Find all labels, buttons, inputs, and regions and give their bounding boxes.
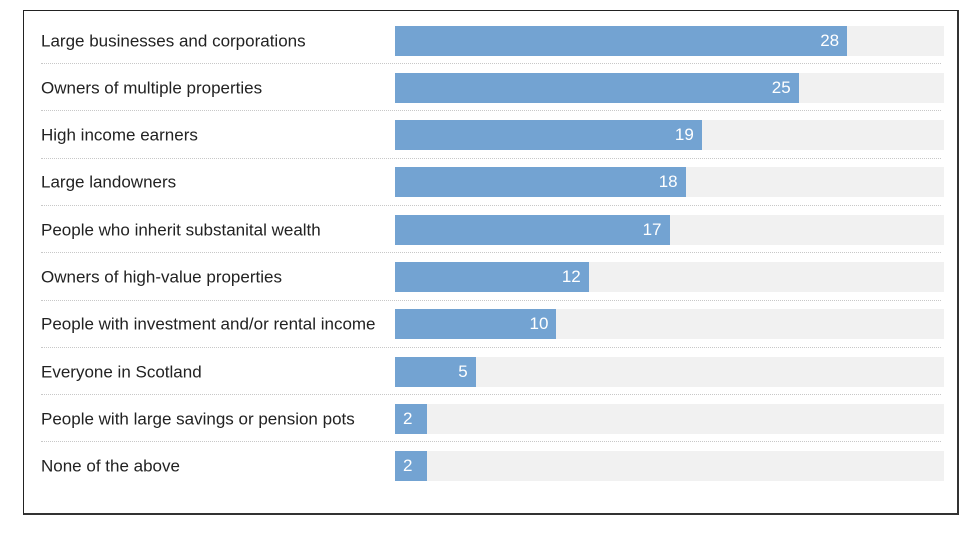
row-divider bbox=[41, 252, 941, 254]
bar: 2 bbox=[395, 403, 428, 434]
bar: 28 bbox=[395, 25, 848, 56]
bar-track: 25 bbox=[395, 72, 944, 103]
category-label: Owners of high-value properties bbox=[41, 267, 282, 287]
bar-track: 5 bbox=[395, 356, 944, 387]
bar-track: 17 bbox=[395, 214, 944, 245]
bar-row: Owners of multiple properties 25 bbox=[24, 64, 957, 112]
bar-row: Large businesses and corporations 28 bbox=[24, 17, 957, 64]
bar-row: Owners of high-value properties 12 bbox=[24, 254, 957, 301]
row-divider bbox=[41, 441, 941, 443]
category-label: High income earners bbox=[41, 125, 198, 145]
row-divider bbox=[41, 110, 941, 112]
value-label: 17 bbox=[642, 219, 662, 239]
value-label: 5 bbox=[458, 361, 468, 381]
row-divider bbox=[41, 157, 941, 159]
bar: 5 bbox=[395, 356, 476, 387]
row-divider bbox=[41, 63, 941, 64]
bar: 19 bbox=[395, 120, 702, 151]
category-label: People with investment and/or rental inc… bbox=[41, 314, 376, 334]
bar-track: 28 bbox=[395, 25, 944, 56]
category-label: People with large savings or pension pot… bbox=[41, 409, 355, 429]
bar: 25 bbox=[395, 72, 799, 103]
category-label: Large businesses and corporations bbox=[41, 31, 306, 50]
value-label: 2 bbox=[403, 456, 413, 476]
bar-track: 19 bbox=[395, 120, 944, 151]
category-label: People who inherit substanital wealth bbox=[41, 220, 321, 240]
bar-row: None of the above 2 bbox=[24, 443, 957, 490]
row-divider bbox=[41, 346, 941, 348]
bar-track: 18 bbox=[395, 167, 944, 198]
bar-row: People with large savings or pension pot… bbox=[24, 395, 957, 443]
bar-row: Everyone in Scotland 5 bbox=[24, 348, 957, 396]
bar: 17 bbox=[395, 214, 670, 245]
bar: 10 bbox=[395, 309, 557, 340]
value-label: 2 bbox=[403, 408, 413, 428]
value-label: 10 bbox=[529, 314, 549, 334]
bar: 2 bbox=[395, 451, 428, 482]
bar-row: People who inherit substanital wealth 17 bbox=[24, 206, 957, 254]
row-divider bbox=[41, 299, 941, 301]
category-label: Owners of multiple properties bbox=[41, 78, 263, 98]
bar-row: High income earners 19 bbox=[24, 112, 957, 159]
bar: 18 bbox=[395, 167, 686, 198]
value-label: 28 bbox=[820, 30, 840, 50]
bar: 12 bbox=[395, 262, 589, 292]
bar-row: People with investment and/or rental inc… bbox=[24, 301, 957, 348]
value-label: 12 bbox=[561, 267, 581, 286]
chart-frame: Large businesses and corporations 28 Owner… bbox=[23, 10, 959, 515]
value-label: 25 bbox=[771, 77, 791, 97]
row-divider bbox=[41, 394, 941, 396]
bar-row: Large landowners 18 bbox=[24, 159, 957, 206]
bar-track: 2 bbox=[395, 403, 944, 434]
value-label: 19 bbox=[674, 125, 694, 145]
value-label: 18 bbox=[658, 172, 678, 192]
category-label: None of the above bbox=[41, 456, 180, 476]
bar-track: 10 bbox=[395, 309, 944, 340]
bar-track: 2 bbox=[395, 451, 944, 482]
row-divider bbox=[41, 204, 941, 206]
category-label: Everyone in Scotland bbox=[41, 362, 202, 382]
category-label: Large landowners bbox=[41, 172, 177, 192]
bar-track: 12 bbox=[395, 262, 944, 292]
